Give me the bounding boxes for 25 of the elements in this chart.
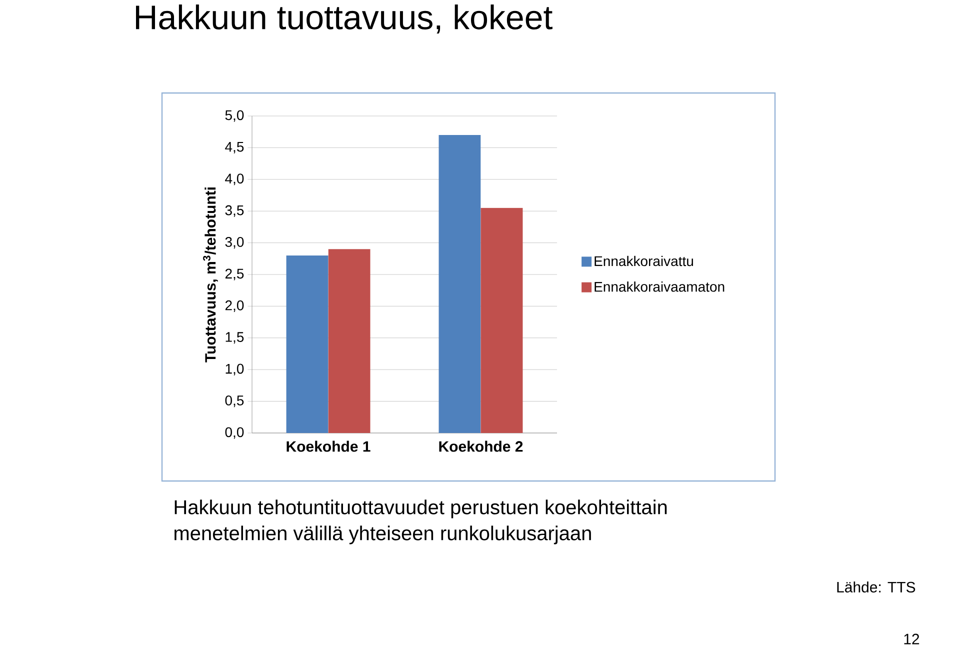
- x-tick-label: Koekohde 1: [286, 440, 370, 452]
- bar: [286, 255, 328, 433]
- y-tick-label: 3,0: [225, 236, 244, 249]
- bar: [328, 249, 370, 433]
- text: menetelmien välillä yhteiseen runkolukusarjaan: [174, 526, 591, 544]
- y-tick-label: 5,0: [225, 110, 244, 122]
- y-tick-label: 4,5: [225, 142, 244, 154]
- bar: [480, 208, 523, 433]
- y-tick-label: 0,0: [225, 427, 244, 439]
- y-tick-label: 2,5: [225, 268, 244, 280]
- y-axis-title: Tuottavuus, m$^{3}$/tehotunti: [203, 188, 218, 362]
- legend-label: Ennakkoraivaamaton: [594, 281, 724, 292]
- y-tick-label: 3,5: [225, 205, 244, 217]
- legend-label: Ennakkoraivattu: [594, 256, 694, 266]
- chart-title: Hakkuun tuottavuus, kokeet: [136, 4, 552, 34]
- y-tick-label: 0,5: [225, 395, 244, 408]
- y-tick-label: 1,5: [226, 332, 244, 344]
- text: Lähde: TTS: [837, 581, 916, 592]
- bar: [438, 135, 481, 433]
- y-tick-label: 2,0: [225, 300, 244, 312]
- text: Hakkuun tehotuntituottavuudet perustuen koekohteittain: [174, 500, 667, 518]
- x-tick-label: Koekohde 2: [439, 440, 523, 452]
- y-tick-label: 4,0: [225, 174, 244, 186]
- text: 12: [904, 634, 920, 644]
- y-tick-label: 1,0: [226, 364, 244, 376]
